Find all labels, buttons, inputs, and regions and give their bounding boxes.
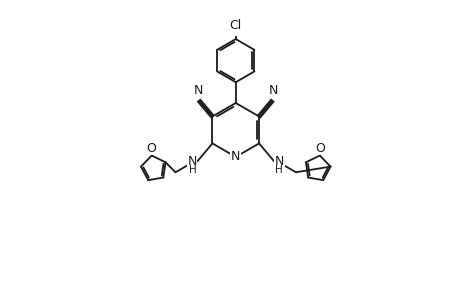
Text: N: N xyxy=(274,154,284,168)
Text: H: H xyxy=(189,165,196,175)
Text: N: N xyxy=(193,84,202,97)
Text: N: N xyxy=(268,84,277,97)
Text: O: O xyxy=(315,142,325,155)
Text: N: N xyxy=(230,150,240,164)
Text: H: H xyxy=(274,165,282,175)
Text: N: N xyxy=(187,154,196,168)
Text: O: O xyxy=(146,142,156,155)
Text: Cl: Cl xyxy=(229,19,241,32)
